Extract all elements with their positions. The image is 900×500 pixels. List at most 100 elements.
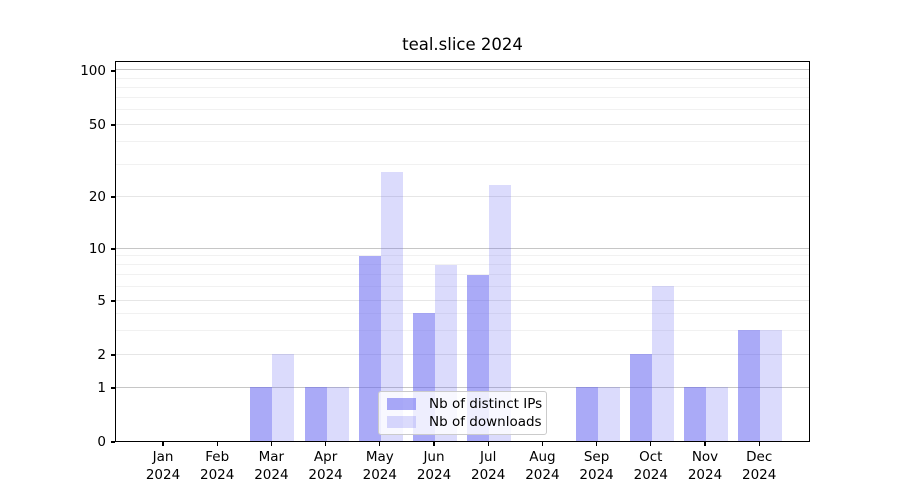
x-tick-label-nov: Nov 2024 [675,449,735,484]
y-gridline [116,123,809,125]
x-tick-year: 2024 [200,466,235,483]
y-tick-label: 50 [88,117,106,133]
x-tick-label-oct: Oct 2024 [621,449,681,484]
legend-swatch-downloads [387,416,416,429]
x-tick-mark [595,442,598,446]
x-tick-year: 2024 [471,466,506,483]
x-tick-mark [324,442,327,446]
x-tick-mark [758,442,760,446]
x-tick-label-jun: Jun 2024 [404,449,464,484]
x-tick-mark [433,442,435,446]
x-tick-year: 2024 [742,466,777,483]
y-gridline-minor [116,77,809,79]
x-tick-month: Aug [529,449,556,465]
bar-downloads-nov [706,387,728,441]
bar-distinct-ips-dec [738,330,761,441]
x-tick-label-sep: Sep 2024 [567,449,627,484]
x-tick-label-jan: Jan 2024 [133,449,193,484]
bar-distinct-ips-oct [629,354,652,441]
x-tick-mark [487,442,489,446]
y-gridline [116,386,809,388]
x-tick-year: 2024 [362,466,397,483]
bar-downloads-sep [597,387,620,441]
y-gridline-minor [116,255,809,257]
legend-label-downloads: Nb of downloads [429,414,542,431]
bar-distinct-ips-mar [250,387,273,441]
y-tick-mark [111,124,115,126]
bar-distinct-ips-may [358,255,381,441]
y-tick-label: 2 [97,347,106,364]
x-tick-month: Nov [691,449,719,465]
bar-downloads-dec [760,330,783,441]
x-tick-label-mar: Mar 2024 [241,449,301,484]
y-tick-mark [111,196,115,198]
x-tick-month: Feb [205,449,230,465]
legend-item-distinct-ips: Nb of distinct IPs [387,395,542,413]
y-gridline-minor [116,97,809,99]
bar-downloads-mar [272,354,295,441]
y-tick-mark [111,441,115,443]
y-tick-mark [111,70,115,72]
bar-downloads-apr [326,387,349,441]
x-tick-mark [379,442,381,446]
x-tick-mark [270,442,273,446]
x-tick-label-feb: Feb 2024 [187,449,247,484]
y-gridline-minor [116,109,809,111]
y-tick-label: 1 [97,380,106,396]
y-gridline-minor [116,264,809,266]
y-tick-label: 0 [97,434,106,450]
x-tick-mark [650,442,652,446]
y-gridline-minor [116,312,809,314]
y-gridline [116,299,809,301]
x-tick-month: May [365,449,394,465]
x-tick-mark [162,442,164,446]
x-tick-mark [216,442,218,446]
y-tick-mark [111,300,115,302]
x-tick-year: 2024 [525,466,560,483]
x-tick-month: Dec [746,449,773,465]
x-tick-label-aug: Aug 2024 [512,449,572,484]
bar-distinct-ips-nov [684,387,706,441]
y-tick-label: 100 [80,62,106,79]
x-tick-label-dec: Dec 2024 [729,449,789,484]
y-tick-label: 10 [88,240,106,257]
chart-title: teal.slice 2024 [402,35,523,54]
plot-area [115,61,810,442]
bar-downloads-oct [651,286,674,441]
x-tick-month: Sep [583,449,610,465]
y-gridline [116,69,809,71]
legend: Nb of distinct IPs Nb of downloads [378,391,547,435]
bar-distinct-ips-apr [304,387,327,441]
y-tick-label: 20 [88,189,106,206]
y-tick-mark [111,354,115,356]
x-tick-mark [704,442,706,446]
bar-downloads-may [380,172,403,441]
y-gridline-minor [116,163,809,165]
x-tick-label-may: May 2024 [350,449,410,484]
bar-distinct-ips-sep [575,387,598,441]
x-tick-month: Jul [480,449,497,465]
y-gridline [116,353,809,355]
y-tick-mark [111,387,115,389]
x-tick-year: 2024 [308,466,343,483]
y-gridline-minor [116,141,809,143]
y-gridline [116,195,809,197]
x-tick-month: Jun [423,449,445,465]
x-tick-month: Apr [313,449,338,465]
x-tick-label-apr: Apr 2024 [296,449,356,484]
y-gridline-minor [116,329,809,331]
x-tick-month: Jan [152,449,174,465]
legend-swatch-distinct-ips [387,397,416,410]
y-gridline [116,247,809,249]
y-gridline-minor [116,86,809,88]
x-tick-label-jul: Jul 2024 [458,449,518,484]
x-tick-year: 2024 [254,466,289,483]
x-tick-year: 2024 [416,466,452,483]
x-tick-year: 2024 [145,466,181,483]
x-tick-mark [541,442,544,446]
legend-label-distinct-ips: Nb of distinct IPs [429,395,543,412]
y-tick-mark [111,248,115,250]
y-gridline-minor [116,285,809,287]
x-tick-year: 2024 [579,466,614,483]
